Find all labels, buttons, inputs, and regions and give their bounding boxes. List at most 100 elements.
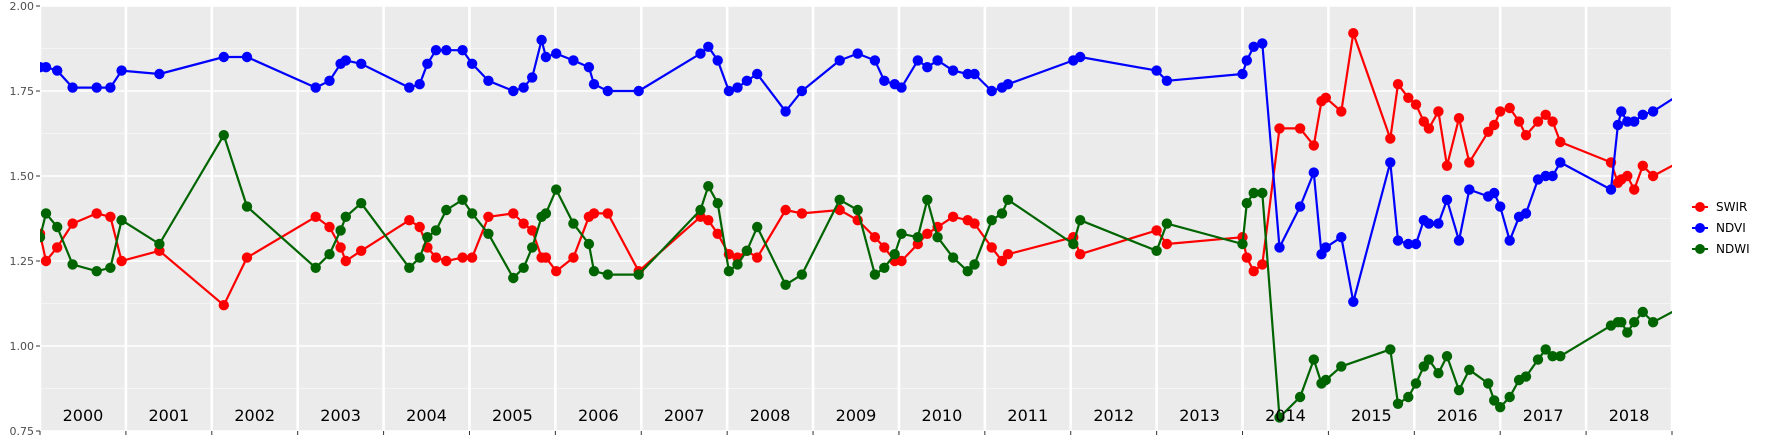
data-point-swir bbox=[568, 252, 579, 263]
data-point-swir bbox=[1151, 225, 1162, 236]
data-point-swir bbox=[441, 255, 452, 267]
data-point-swir bbox=[1555, 136, 1566, 148]
data-point-swir bbox=[40, 255, 52, 267]
data-point-swir bbox=[518, 218, 529, 229]
data-point-swir bbox=[67, 218, 78, 229]
data-point-ndwi bbox=[91, 266, 102, 277]
data-point-swir bbox=[1724, 184, 1734, 194]
data-point-swir bbox=[1392, 79, 1404, 90]
data-point-ndvi bbox=[1320, 242, 1332, 253]
data-point-ndvi bbox=[154, 68, 165, 80]
year-label: 2010 bbox=[922, 406, 963, 425]
data-point-ndvi bbox=[1308, 167, 1320, 178]
data-point-swir bbox=[752, 252, 763, 263]
data-point-ndvi bbox=[527, 72, 538, 83]
data-point-ndvi bbox=[568, 55, 579, 66]
data-point-ndvi bbox=[723, 85, 735, 97]
data-point-ndwi bbox=[40, 232, 46, 243]
data-point-ndwi bbox=[1392, 398, 1404, 409]
data-point-ndvi bbox=[540, 51, 552, 63]
data-point-ndwi bbox=[703, 181, 714, 192]
data-point-ndwi bbox=[1547, 351, 1558, 362]
data-point-ndwi bbox=[527, 242, 538, 253]
data-point-ndwi bbox=[335, 225, 346, 236]
series-ndvi bbox=[40, 34, 1672, 307]
data-point-swir bbox=[404, 215, 415, 226]
legend-label-ndvi: NDVI bbox=[1716, 221, 1746, 235]
year-labels: 2000 2001 2002 2003 2004 2005 2006 2007 2008 2009… bbox=[63, 406, 1650, 425]
year-label: 2015 bbox=[1351, 406, 1392, 425]
data-point-ndvi bbox=[796, 85, 808, 97]
data-point-ndvi bbox=[356, 58, 367, 69]
data-point-ndwi bbox=[1441, 351, 1453, 362]
data-point-ndvi bbox=[1241, 55, 1253, 66]
data-point-ndvi bbox=[1647, 106, 1659, 117]
data-point-ndwi bbox=[712, 198, 723, 209]
y-tick-label: 0.75 bbox=[10, 425, 35, 438]
data-point-swir bbox=[466, 252, 478, 263]
data-point-ndwi bbox=[633, 269, 644, 280]
data-point-ndvi bbox=[947, 65, 959, 76]
data-point-ndvi bbox=[1075, 51, 1086, 63]
data-point-ndwi bbox=[932, 232, 943, 243]
data-point-ndwi bbox=[588, 266, 600, 277]
year-label: 2000 bbox=[63, 406, 104, 425]
data-point-ndwi bbox=[1724, 269, 1734, 279]
data-point-swir bbox=[527, 225, 538, 236]
data-point-swir bbox=[340, 255, 351, 267]
data-point-ndwi bbox=[896, 228, 907, 239]
data-point-ndvi bbox=[852, 48, 863, 59]
year-label: 2016 bbox=[1437, 406, 1478, 425]
data-point-swir bbox=[105, 211, 116, 222]
data-point-ndwi bbox=[105, 262, 116, 273]
data-point-ndwi bbox=[404, 262, 415, 273]
data-point-ndwi bbox=[922, 194, 933, 205]
data-point-ndwi bbox=[1742, 259, 1752, 269]
data-point-ndvi bbox=[1555, 157, 1566, 168]
data-point-ndvi bbox=[602, 85, 613, 97]
data-point-swir bbox=[1504, 102, 1515, 114]
data-point-ndvi bbox=[1441, 194, 1453, 205]
data-point-ndvi bbox=[105, 82, 116, 93]
data-point-swir bbox=[324, 221, 335, 233]
data-point-ndwi bbox=[1257, 187, 1268, 199]
year-label: 2006 bbox=[578, 406, 619, 425]
data-point-ndwi bbox=[52, 221, 63, 233]
data-point-swir bbox=[1002, 249, 1014, 260]
year-label: 2009 bbox=[836, 406, 877, 425]
data-point-ndvi bbox=[1002, 79, 1014, 90]
data-point-swir bbox=[218, 300, 229, 311]
year-label: 2002 bbox=[234, 406, 275, 425]
data-point-swir bbox=[896, 255, 907, 267]
data-point-ndvi bbox=[1392, 235, 1404, 246]
data-point-ndvi bbox=[869, 55, 881, 66]
data-point-swir bbox=[414, 221, 425, 233]
data-point-swir bbox=[1410, 99, 1422, 110]
data-point-ndvi bbox=[922, 61, 933, 73]
data-point-swir bbox=[1248, 266, 1259, 277]
data-point-ndvi bbox=[457, 45, 468, 56]
year-label: 2017 bbox=[1523, 406, 1564, 425]
data-point-ndwi bbox=[430, 225, 442, 236]
data-point-ndvi bbox=[1385, 157, 1396, 168]
data-point-ndvi bbox=[1248, 41, 1259, 52]
data-point-ndwi bbox=[1403, 391, 1414, 403]
data-point-swir bbox=[834, 204, 845, 216]
data-point-swir bbox=[1547, 116, 1558, 127]
data-point-ndvi bbox=[834, 55, 845, 66]
data-point-swir bbox=[1767, 208, 1773, 218]
data-point-ndwi bbox=[1308, 354, 1320, 365]
year-label: 2018 bbox=[1609, 406, 1650, 425]
data-point-ndwi bbox=[116, 215, 127, 226]
data-point-ndvi bbox=[1504, 235, 1515, 246]
data-point-ndvi bbox=[879, 75, 890, 87]
data-point-swir bbox=[508, 208, 519, 219]
data-point-ndvi bbox=[712, 55, 723, 66]
data-point-ndwi bbox=[340, 211, 351, 222]
data-point-swir bbox=[1622, 170, 1633, 182]
data-point-ndwi bbox=[568, 218, 579, 229]
data-point-swir bbox=[1294, 123, 1306, 134]
data-point-swir bbox=[1336, 106, 1347, 117]
data-point-ndvi bbox=[1547, 170, 1558, 182]
